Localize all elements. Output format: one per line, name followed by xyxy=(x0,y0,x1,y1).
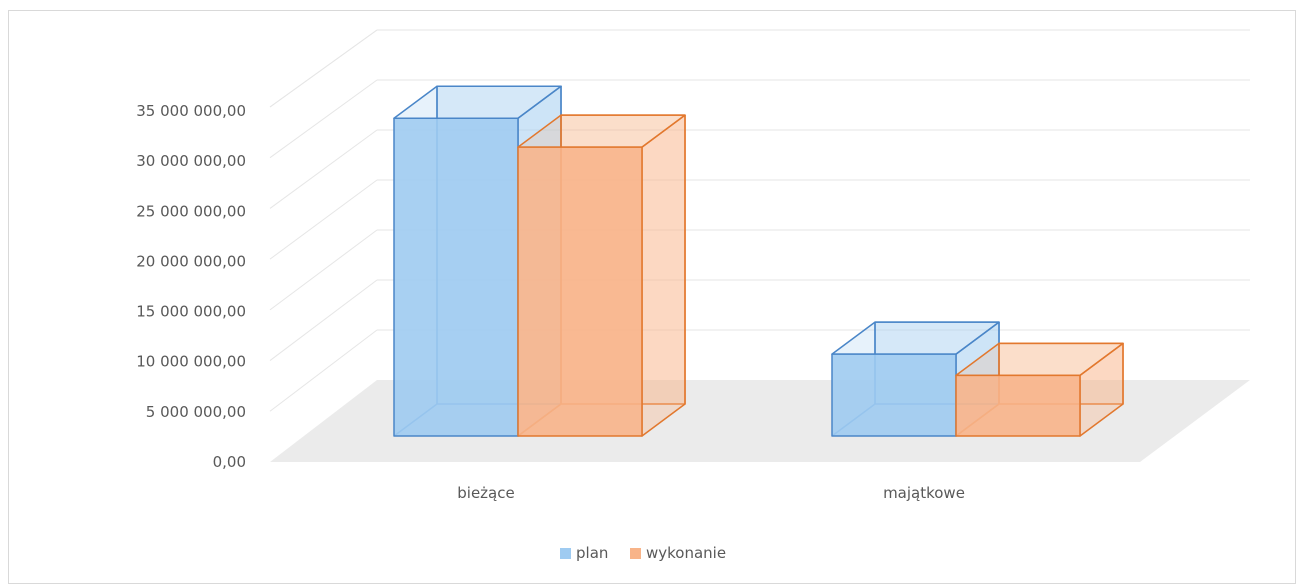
gridline-diagonal xyxy=(269,329,378,412)
bar-front-face xyxy=(517,146,643,437)
y-tick-label: 20 000 000,00 xyxy=(136,252,246,270)
gridline-diagonal xyxy=(269,29,378,108)
bar-wykonanie-0 xyxy=(517,114,686,437)
gridline-diagonal xyxy=(269,129,378,209)
y-tick-label: 0,00 xyxy=(213,453,246,471)
legend-swatch-wykonanie xyxy=(630,548,641,559)
gridline-diagonal xyxy=(269,79,378,159)
legend-label-wykonanie: wykonanie xyxy=(646,544,726,562)
bar-wykonanie-1 xyxy=(955,342,1124,437)
legend-label-plan: plan xyxy=(576,544,608,562)
bar-side-face xyxy=(641,114,686,437)
y-tick-label: 5 000 000,00 xyxy=(146,403,246,421)
gridline-diagonal xyxy=(269,229,378,311)
gridline-diagonal xyxy=(269,279,378,361)
y-tick-label: 25 000 000,00 xyxy=(136,202,246,220)
bar-front-face xyxy=(955,374,1081,437)
chart-frame xyxy=(8,10,1296,584)
y-tick-label: 30 000 000,00 xyxy=(136,152,246,170)
bar-front-face xyxy=(393,117,519,437)
y-tick-label: 35 000 000,00 xyxy=(136,102,246,120)
legend-swatch-plan xyxy=(560,548,571,559)
gridline-diagonal xyxy=(269,179,378,260)
bar-front-face xyxy=(831,353,957,437)
y-tick-label: 10 000 000,00 xyxy=(136,353,246,371)
category-label: bieżące xyxy=(457,484,514,502)
category-label: majątkowe xyxy=(883,484,965,502)
y-tick-label: 15 000 000,00 xyxy=(136,303,246,321)
